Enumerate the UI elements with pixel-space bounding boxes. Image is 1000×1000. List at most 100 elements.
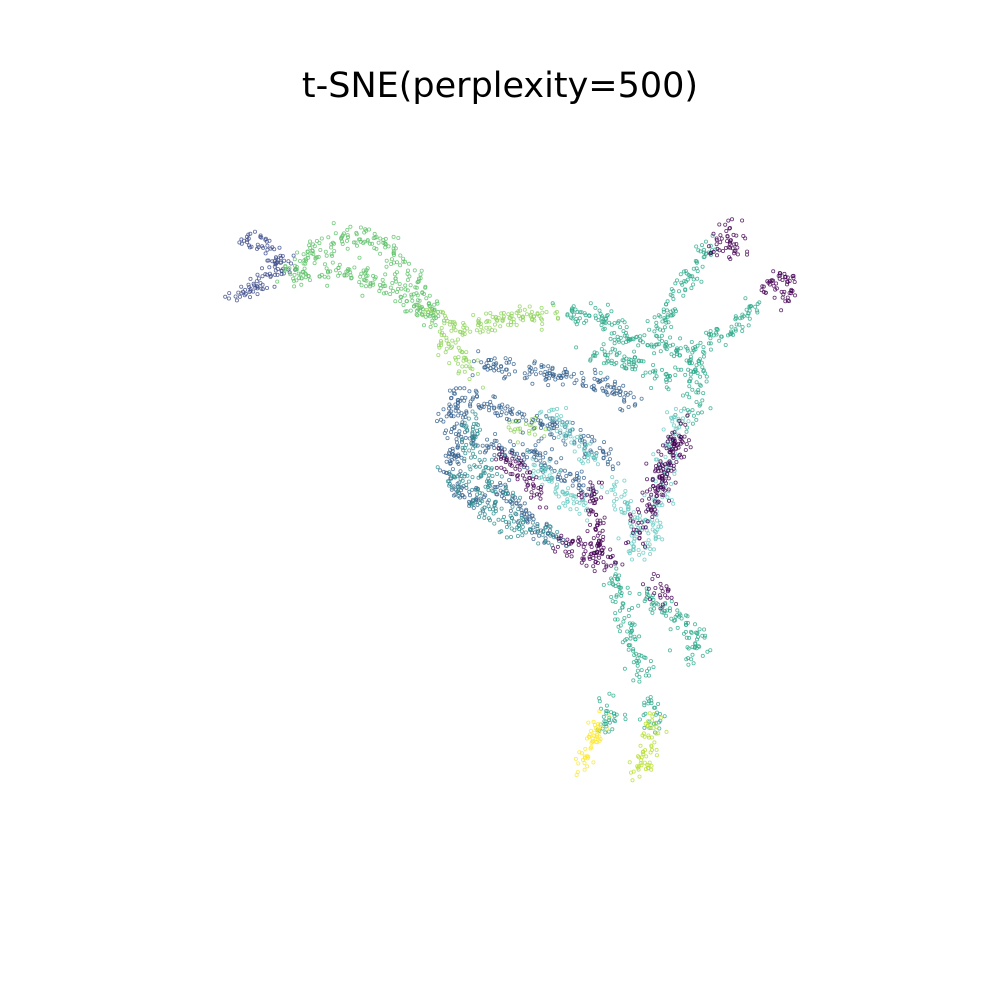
scatter-point <box>645 696 650 701</box>
scatter-point <box>688 379 693 384</box>
scatter-point <box>600 548 605 553</box>
scatter-point <box>496 517 501 522</box>
scatter-point <box>444 335 449 340</box>
scatter-point <box>695 276 700 281</box>
scatter-point <box>603 352 608 357</box>
scatter-point <box>783 274 788 279</box>
scatter-point <box>550 373 555 378</box>
scatter-point <box>649 385 654 390</box>
scatter-point <box>631 337 636 342</box>
scatter-point <box>654 724 659 729</box>
scatter-point <box>445 436 450 441</box>
scatter-point <box>460 332 465 337</box>
scatter-point <box>239 284 244 289</box>
scatter-point <box>398 299 403 304</box>
scatter-point <box>470 497 475 502</box>
scatter-point <box>589 545 594 550</box>
scatter-point <box>511 317 516 322</box>
scatter-point <box>562 478 567 483</box>
scatter-point <box>616 337 621 342</box>
scatter-point <box>453 408 458 413</box>
scatter-point <box>660 367 665 372</box>
scatter-point <box>543 427 548 432</box>
scatter-point <box>678 421 683 426</box>
scatter-point <box>602 349 607 354</box>
scatter-point <box>462 386 467 391</box>
scatter-point <box>533 530 538 535</box>
scatter-point <box>427 314 432 319</box>
scatter-point <box>648 597 653 602</box>
scatter-point <box>647 673 652 678</box>
scatter-point <box>551 303 556 308</box>
scatter-point <box>622 354 627 359</box>
scatter-point <box>351 240 356 245</box>
scatter-point <box>652 315 657 320</box>
scatter-point <box>616 536 621 541</box>
scatter-point <box>524 375 529 380</box>
scatter-point <box>565 497 570 502</box>
scatter-point <box>653 489 658 494</box>
scatter-point <box>585 736 590 741</box>
scatter-point <box>702 635 707 640</box>
scatter-point <box>492 521 497 526</box>
scatter-point <box>700 653 705 658</box>
scatter-point <box>636 767 641 772</box>
scatter-point <box>623 712 628 717</box>
scatter-point <box>493 509 498 514</box>
scatter-point <box>654 601 659 606</box>
scatter-point <box>474 428 479 433</box>
scatter-point <box>492 503 497 508</box>
scatter-point <box>313 256 318 261</box>
scatter-point <box>239 241 244 246</box>
scatter-point <box>630 366 635 371</box>
scatter-point <box>547 409 552 414</box>
scatter-point <box>470 427 475 432</box>
scatter-point <box>538 418 543 423</box>
scatter-point <box>641 731 646 736</box>
scatter-point <box>408 283 413 288</box>
scatter-point <box>595 733 600 738</box>
scatter-point <box>613 584 618 589</box>
scatter-point <box>687 384 692 389</box>
scatter-point <box>673 365 678 370</box>
scatter-point <box>455 489 460 494</box>
scatter-point <box>248 286 253 291</box>
scatter-point <box>497 452 502 457</box>
scatter-point <box>523 530 528 535</box>
scatter-point <box>442 431 447 436</box>
scatter-point <box>418 272 423 277</box>
scatter-point <box>671 501 676 506</box>
scatter-point <box>613 379 618 384</box>
scatter-point <box>532 361 537 366</box>
scatter-point <box>455 404 460 409</box>
scatter-point <box>657 503 662 508</box>
scatter-point <box>696 248 701 253</box>
scatter-point <box>451 391 456 396</box>
scatter-point <box>522 307 527 312</box>
scatter-point <box>403 287 408 292</box>
scatter-point <box>307 239 312 244</box>
scatter-point <box>595 727 600 732</box>
scatter-point <box>506 522 511 527</box>
scatter-point <box>597 709 602 714</box>
scatter-point <box>671 442 676 447</box>
scatter-point <box>657 593 662 598</box>
scatter-point <box>506 520 511 525</box>
scatter-point <box>227 291 232 296</box>
scatter-point <box>677 453 682 458</box>
scatter-point <box>590 483 595 488</box>
scatter-point <box>370 280 375 285</box>
scatter-point <box>509 463 514 468</box>
scatter-point <box>412 268 417 273</box>
scatter-point <box>481 468 486 473</box>
scatter-point <box>691 661 696 666</box>
scatter-point <box>661 309 666 314</box>
scatter-point <box>318 247 323 252</box>
scatter-point <box>584 442 589 447</box>
scatter-point <box>529 495 534 500</box>
scatter-point <box>460 330 465 335</box>
scatter-point <box>743 296 748 301</box>
scatter-point <box>370 241 375 246</box>
scatter-point <box>455 361 460 366</box>
scatter-point <box>252 229 257 234</box>
